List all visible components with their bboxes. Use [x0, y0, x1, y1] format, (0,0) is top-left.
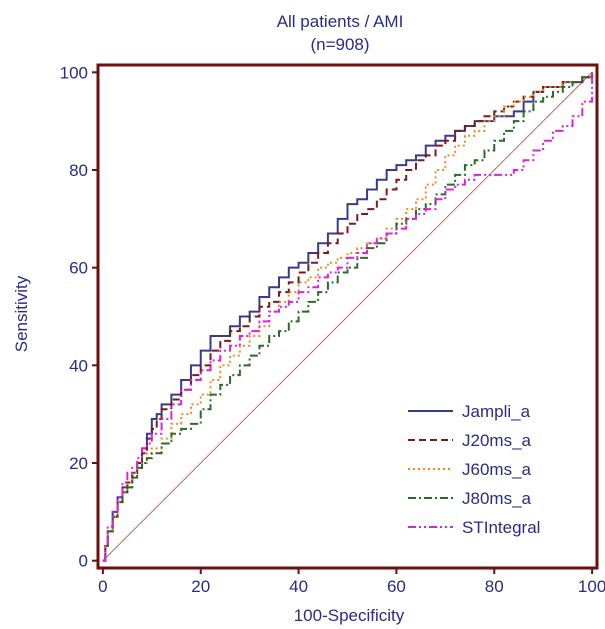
legend-label: J60ms_a: [462, 460, 532, 479]
y-tick-label: 0: [79, 552, 88, 571]
legend-label: J20ms_a: [462, 431, 532, 450]
series-line-j80ms-a: [102, 72, 594, 562]
x-tick-label: 0: [98, 577, 107, 596]
legend-label: J80ms_a: [462, 489, 532, 508]
x-tick-label: 80: [485, 577, 504, 596]
y-tick-label: 40: [69, 356, 88, 375]
y-axis-title: Sensitivity: [12, 275, 31, 352]
legend-label: STIntegral: [462, 518, 540, 537]
x-tick-label: 40: [289, 577, 308, 596]
diagonal-line: [102, 72, 593, 561]
y-tick-label: 80: [69, 161, 88, 180]
x-tick-label: 20: [191, 577, 210, 596]
x-tick-label: 60: [387, 577, 406, 596]
series-group: [102, 72, 594, 562]
series-line-j20ms-a: [102, 72, 594, 562]
x-axis-title: 100-Specificity: [294, 606, 405, 625]
series-line-stintegral: [102, 72, 594, 562]
y-tick-label: 60: [69, 259, 88, 278]
plot-frame: [96, 63, 599, 570]
axis-ticks: 0 20 40 60 80 100 0 20 40 60 80 100: [60, 63, 605, 596]
legend: Jampli_a J20ms_a J60ms_a J80ms_a STIntegral: [408, 402, 540, 537]
legend-label: Jampli_a: [462, 402, 531, 421]
reference-diagonal: [102, 72, 593, 561]
y-tick-label: 100: [60, 63, 88, 82]
chart-title: All patients / AMI: [277, 12, 404, 31]
chart-subtitle: (n=908): [310, 35, 369, 54]
y-tick-label: 20: [69, 454, 88, 473]
x-tick-label: 100: [578, 577, 605, 596]
